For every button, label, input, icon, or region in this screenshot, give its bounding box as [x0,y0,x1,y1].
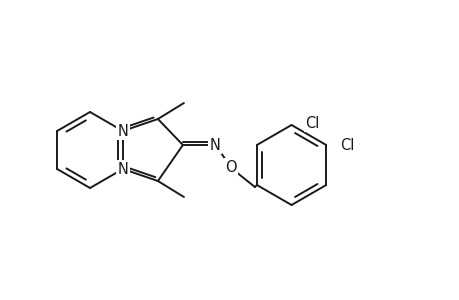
Text: N: N [209,137,220,152]
Text: N: N [117,161,128,176]
Text: O: O [224,160,236,175]
Text: Cl: Cl [340,137,354,152]
Text: Cl: Cl [305,116,319,130]
Text: N: N [117,124,128,139]
